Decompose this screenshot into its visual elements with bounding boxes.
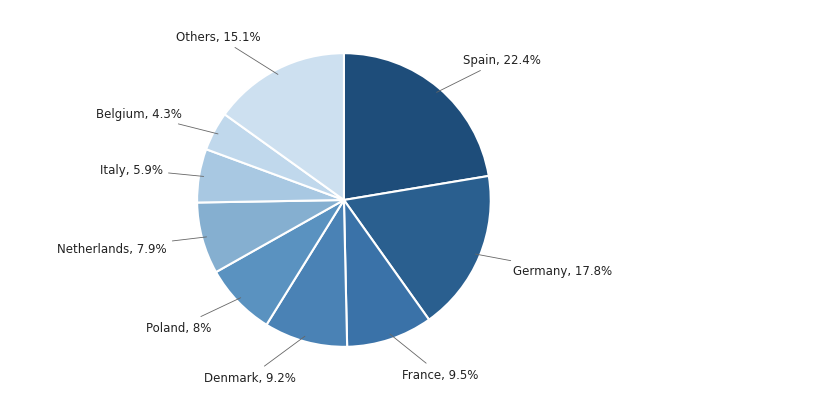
Text: Poland, 8%: Poland, 8% xyxy=(146,298,241,334)
Text: Denmark, 9.2%: Denmark, 9.2% xyxy=(203,336,305,384)
Wedge shape xyxy=(215,200,343,325)
Wedge shape xyxy=(266,200,346,347)
Wedge shape xyxy=(343,176,490,320)
Wedge shape xyxy=(343,200,428,347)
Text: France, 9.5%: France, 9.5% xyxy=(390,334,477,381)
Wedge shape xyxy=(343,54,488,200)
Text: Netherlands, 7.9%: Netherlands, 7.9% xyxy=(57,237,206,255)
Text: Belgium, 4.3%: Belgium, 4.3% xyxy=(96,108,218,135)
Text: Italy, 5.9%: Italy, 5.9% xyxy=(100,164,203,177)
Wedge shape xyxy=(197,200,343,272)
Text: Spain, 22.4%: Spain, 22.4% xyxy=(436,55,540,93)
Text: Others, 15.1%: Others, 15.1% xyxy=(175,31,278,75)
Wedge shape xyxy=(224,54,343,200)
Wedge shape xyxy=(197,150,343,203)
Text: Germany, 17.8%: Germany, 17.8% xyxy=(475,254,612,277)
Wedge shape xyxy=(206,115,343,200)
